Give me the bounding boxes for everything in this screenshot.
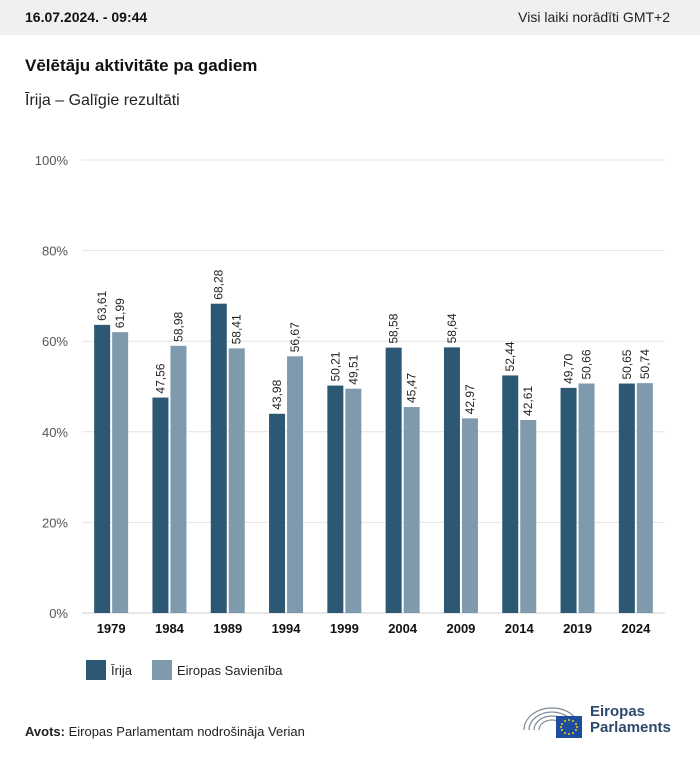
data-label: 49,51 — [346, 354, 360, 384]
bar-eu — [520, 419, 537, 613]
bar-ireland — [502, 375, 519, 613]
bar-eu — [112, 332, 129, 613]
bar-ireland — [94, 324, 111, 613]
timestamp: 16.07.2024. - 09:44 — [25, 9, 148, 25]
chart-title: Vēlētāju aktivitāte pa gadiem — [25, 56, 258, 75]
data-label: 50,21 — [328, 351, 342, 381]
legend-swatch-eu — [151, 660, 172, 680]
bar-eu — [461, 418, 478, 613]
logo-wordmark: Eiropas Parlaments — [590, 704, 671, 736]
bar-eu — [636, 383, 653, 613]
y-tick-label: 40% — [42, 425, 68, 440]
bar-ireland — [327, 385, 344, 613]
y-tick-label: 60% — [42, 334, 68, 349]
parliament-hemicycle-icon — [523, 707, 582, 738]
data-label: 42,61 — [521, 386, 535, 416]
x-tick-label: 2009 — [446, 621, 475, 636]
legend: Īrija Eiropas Savienība — [86, 660, 302, 680]
bar-ireland — [269, 413, 286, 613]
data-label: 58,98 — [171, 311, 185, 341]
source-label: Avots: — [25, 724, 65, 739]
y-tick-label: 20% — [42, 515, 68, 530]
bar-eu — [578, 383, 595, 613]
bar-ireland — [210, 303, 227, 613]
bar-eu — [345, 388, 362, 613]
y-tick-label: 80% — [42, 244, 68, 259]
x-tick-label: 2019 — [563, 621, 592, 636]
x-tick-label: 1984 — [155, 621, 185, 636]
data-label: 50,74 — [638, 349, 652, 379]
data-label: 58,64 — [445, 313, 459, 343]
data-label: 63,61 — [95, 290, 109, 320]
bar-eu — [170, 345, 187, 613]
x-tick-label: 2014 — [505, 621, 535, 636]
data-label: 52,44 — [503, 341, 517, 371]
y-tick-label: 0% — [49, 606, 68, 621]
x-tick-label: 2004 — [388, 621, 418, 636]
data-label: 42,97 — [463, 384, 477, 414]
logo-line1: Eiropas — [590, 703, 646, 720]
data-label: 47,56 — [153, 363, 167, 393]
source-note: Avots: Eiropas Parlamentam nodrošināja V… — [25, 724, 305, 739]
data-label: 45,47 — [405, 373, 419, 403]
legend-label-ireland: Īrija — [111, 662, 132, 678]
source-text: Eiropas Parlamentam nodrošināja Verian — [64, 724, 305, 739]
y-tick-label: 100% — [35, 153, 69, 168]
bar-ireland — [443, 347, 460, 613]
timezone-note: Visi laiki norādīti GMT+2 — [518, 9, 670, 25]
legend-swatch-ireland — [86, 660, 106, 680]
x-tick-label: 1999 — [330, 621, 359, 636]
bar-ireland — [152, 397, 169, 613]
bar-ireland — [618, 383, 635, 613]
data-label: 49,70 — [562, 354, 576, 384]
x-tick-label: 1979 — [97, 621, 126, 636]
bar-ireland — [385, 347, 402, 613]
data-label: 61,99 — [113, 298, 127, 328]
data-label: 43,98 — [270, 379, 284, 409]
x-tick-label: 1994 — [272, 621, 302, 636]
data-label: 58,58 — [387, 313, 401, 343]
bar-eu — [228, 348, 245, 613]
x-tick-label: 2024 — [621, 621, 651, 636]
legend-item-eu: Eiropas Savienība — [151, 660, 283, 680]
chart-subtitle: Īrija – Galīgie rezultāti — [25, 92, 180, 109]
bar-eu — [403, 407, 420, 613]
legend-item-ireland: Īrija — [86, 660, 132, 680]
x-tick-label: 1989 — [213, 621, 242, 636]
data-label: 50,65 — [620, 349, 634, 379]
data-label: 50,66 — [580, 349, 594, 379]
data-label: 56,67 — [288, 322, 302, 352]
bar-chart: 0% 20% 40% 60% 80% 100% 63,61 61,99 1979 47,56 58,… — [35, 153, 665, 636]
legend-label-eu: Eiropas Savienība — [176, 662, 283, 678]
bar-eu — [287, 356, 304, 613]
data-label: 68,28 — [212, 269, 226, 299]
bar-ireland — [560, 387, 577, 613]
logo-line2: Parlaments — [590, 719, 671, 736]
top-bar: 16.07.2024. - 09:44 Visi laiki norādīti … — [0, 0, 700, 35]
data-label: 58,41 — [230, 314, 244, 344]
ep-logo: Eiropas Parlaments — [520, 700, 671, 740]
